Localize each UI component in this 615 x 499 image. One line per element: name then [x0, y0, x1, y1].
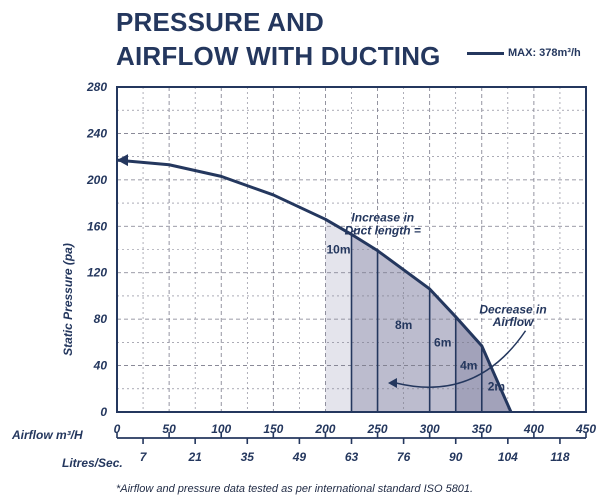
duct-label-4m: 4m — [460, 359, 477, 373]
x2-tick-label: 104 — [498, 450, 518, 464]
legend-label: MAX: 378m³/h — [508, 47, 581, 59]
x-tick-label: 0 — [114, 422, 121, 436]
y-tick-label: 240 — [86, 126, 107, 140]
x-tick-label: 150 — [263, 422, 283, 436]
x-tick-label: 100 — [211, 422, 231, 436]
airflow-arrow-head — [387, 377, 397, 388]
x-tick-label: 450 — [575, 422, 596, 436]
chart-title-line2: AIRFLOW WITH DUCTING — [116, 41, 441, 71]
duct-label-2m: 2m — [488, 379, 505, 393]
x2-tick-label: 7 — [140, 450, 148, 464]
series-line — [116, 158, 513, 413]
x2-tick-label: 90 — [449, 450, 463, 464]
x2-axis-label: Litres/Sec. — [62, 456, 123, 470]
x2-tick-label: 76 — [397, 450, 411, 464]
x-tick-label: 400 — [523, 422, 544, 436]
x-tick-label: 300 — [420, 422, 440, 436]
x-tick-label: 200 — [314, 422, 335, 436]
x2-tick-label: 63 — [345, 450, 359, 464]
annotation-0: Increase in — [351, 211, 414, 225]
labels: 0 40 80 120 160 200 240 280 0 50 100 150 200 250 300 35… — [11, 80, 596, 470]
duct-length-lines — [350, 234, 483, 412]
x-tick-label: 250 — [367, 422, 388, 436]
curve-arrow-head — [117, 154, 128, 167]
y-tick-label: 40 — [93, 359, 108, 373]
duct-label-10m: 10m — [326, 243, 350, 257]
y-tick-label: 160 — [87, 219, 107, 233]
y-tick-label: 120 — [87, 266, 107, 280]
y-tick-label: 80 — [94, 312, 108, 326]
curve-group — [116, 154, 513, 413]
x2-tick-label: 35 — [241, 450, 255, 464]
annotation-3: Airflow — [492, 315, 534, 329]
axes — [116, 86, 587, 444]
duct-label-8m: 8m — [395, 318, 412, 332]
annotation-1: Duct length = — [345, 223, 421, 237]
y-axis-label: Static Pressure (pa) — [61, 243, 75, 356]
x-axis-label: Airflow m³/H — [11, 428, 83, 442]
footnote: *Airflow and pressure data tested as per… — [116, 483, 474, 495]
annotation-leader — [351, 228, 360, 233]
y-tick-label: 280 — [86, 80, 107, 94]
legend-swatch — [467, 51, 504, 55]
x-tick-label: 50 — [162, 422, 176, 436]
shade-region-light — [325, 219, 352, 412]
legend: MAX: 378m³/h — [467, 47, 581, 59]
shade-region-dark — [455, 316, 511, 412]
x2-tick-label: 49 — [292, 450, 307, 464]
duct-label-6m: 6m — [434, 335, 451, 349]
plot-frame — [116, 86, 587, 413]
x2-tick-label: 21 — [187, 450, 202, 464]
x-tick-label: 350 — [472, 422, 492, 436]
x2-tick-label: 118 — [550, 450, 569, 464]
y-tick-label: 0 — [100, 405, 107, 419]
annotation-2: Decrease in — [479, 302, 546, 316]
y-tick-label: 200 — [86, 173, 107, 187]
airflow-arrow — [395, 330, 527, 388]
chart-title-line1: PRESSURE AND — [116, 7, 325, 37]
